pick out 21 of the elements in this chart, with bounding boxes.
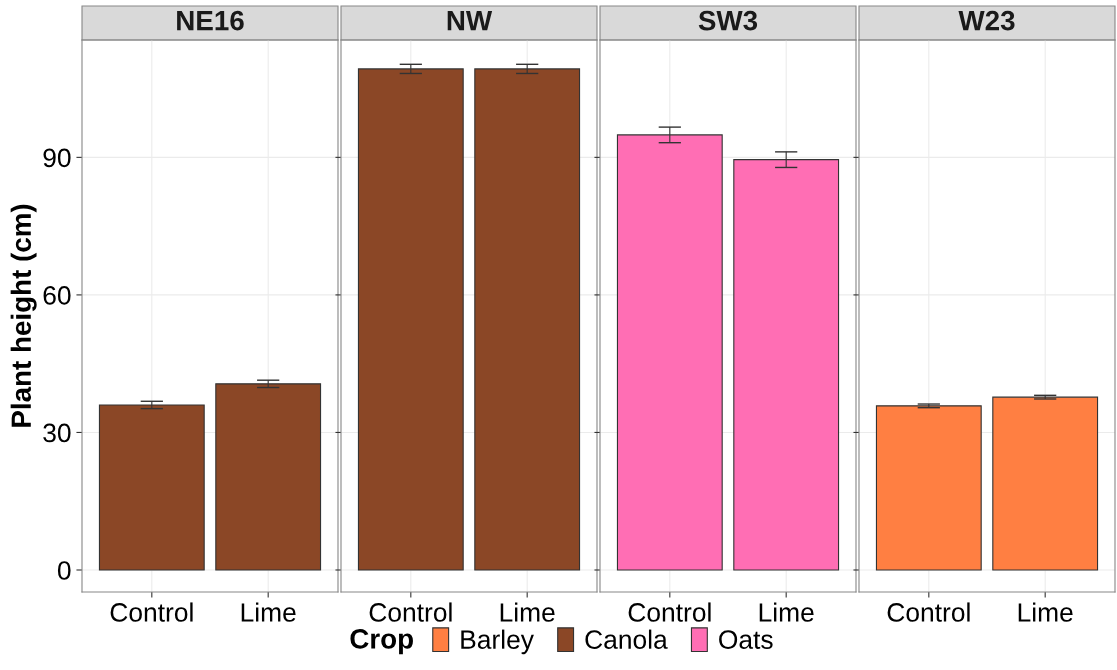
chart-title: W23 [958,10,1015,31]
x-tick-label: Control [110,602,193,622]
y-tick-label: 30 [43,423,71,443]
x-tick-label: Lime [759,602,814,622]
chart-title: NW [447,11,493,31]
x-tick-label: Control [369,602,452,622]
x-tick-label: Control [887,602,970,622]
x-tick-label: Control [628,602,711,622]
y-tick-label: 0 [57,561,71,580]
chart-title: NE16 [177,10,244,31]
y-axis-title: Plant height (cm) [10,204,37,427]
x-tick-label: Lime [1018,602,1073,622]
legend-label: Oats [719,630,773,649]
chart-title: SW3 [698,10,758,31]
text: Barley [461,629,534,655]
y-tick-label: 90 [43,148,71,168]
legend-title: Crop [350,629,413,655]
x-tick-label: Lime [500,602,555,622]
y-tick-label: 60 [43,286,71,305]
x-tick-label: Lime [241,602,296,622]
legend-label: Canola [585,629,668,649]
